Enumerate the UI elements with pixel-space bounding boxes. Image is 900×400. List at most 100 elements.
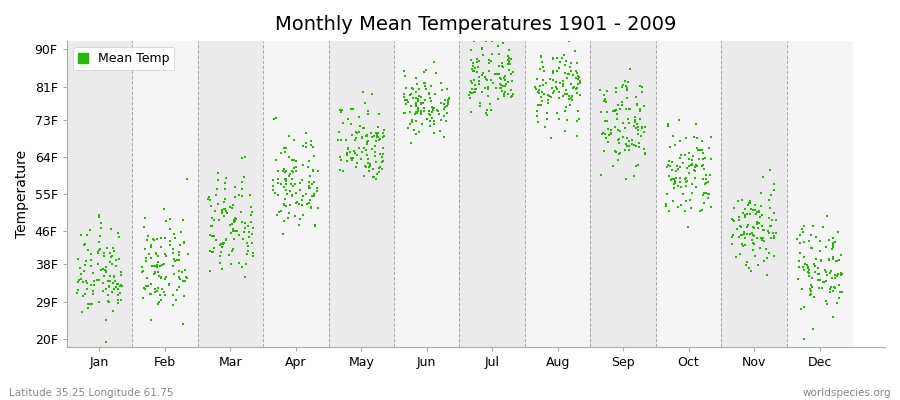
- Point: [288, 190, 302, 196]
- Point: [799, 261, 814, 268]
- Point: [277, 196, 292, 202]
- Point: [689, 135, 704, 141]
- Point: [598, 98, 612, 104]
- Point: [424, 98, 438, 104]
- Point: [364, 146, 379, 153]
- Point: [202, 248, 217, 254]
- Point: [829, 258, 843, 264]
- Point: [826, 235, 841, 242]
- Point: [732, 217, 746, 224]
- Point: [760, 272, 774, 278]
- Point: [103, 278, 117, 284]
- Point: [352, 129, 366, 136]
- Point: [701, 145, 716, 151]
- Point: [500, 61, 515, 67]
- Point: [755, 227, 770, 234]
- Point: [531, 118, 545, 125]
- Point: [155, 262, 169, 269]
- Point: [606, 108, 620, 114]
- Point: [350, 130, 365, 136]
- Point: [206, 245, 220, 252]
- Point: [84, 282, 98, 288]
- Point: [266, 187, 280, 193]
- Point: [664, 167, 679, 173]
- Point: [246, 225, 260, 232]
- Point: [541, 92, 555, 98]
- Point: [418, 97, 432, 104]
- Point: [310, 188, 324, 194]
- Point: [418, 86, 433, 92]
- Point: [301, 164, 315, 170]
- Point: [630, 102, 644, 108]
- Point: [242, 229, 256, 235]
- Point: [103, 272, 117, 279]
- Point: [817, 267, 832, 273]
- Point: [755, 223, 770, 230]
- Point: [244, 204, 258, 210]
- Point: [404, 118, 419, 125]
- Point: [536, 58, 550, 65]
- Point: [352, 129, 366, 136]
- Point: [826, 244, 841, 250]
- Point: [364, 161, 378, 167]
- Point: [480, 106, 494, 113]
- Point: [144, 291, 158, 298]
- Point: [153, 263, 167, 269]
- Point: [163, 242, 177, 248]
- Point: [629, 142, 643, 149]
- Point: [556, 92, 571, 99]
- Point: [302, 200, 316, 206]
- Point: [833, 289, 848, 295]
- Point: [470, 69, 484, 76]
- Point: [552, 116, 566, 123]
- Point: [218, 206, 232, 212]
- Point: [440, 99, 454, 106]
- Bar: [721, 41, 787, 347]
- Point: [409, 130, 423, 137]
- Point: [552, 89, 566, 96]
- Point: [283, 170, 297, 177]
- Point: [217, 206, 231, 212]
- Point: [238, 220, 252, 226]
- Point: [158, 276, 173, 282]
- Point: [404, 102, 419, 109]
- Point: [531, 88, 545, 95]
- Point: [835, 289, 850, 295]
- Point: [801, 269, 815, 275]
- Point: [211, 176, 225, 183]
- Point: [346, 155, 361, 161]
- Point: [307, 193, 321, 199]
- Point: [752, 209, 766, 215]
- Point: [343, 149, 357, 156]
- Point: [111, 296, 125, 303]
- Point: [743, 230, 758, 237]
- Point: [140, 237, 154, 243]
- Title: Monthly Mean Temperatures 1901 - 2009: Monthly Mean Temperatures 1901 - 2009: [275, 15, 677, 34]
- Point: [762, 230, 777, 236]
- Point: [806, 245, 820, 251]
- Point: [360, 140, 374, 147]
- Point: [104, 261, 119, 268]
- Point: [154, 234, 168, 241]
- Point: [418, 79, 432, 86]
- Point: [201, 196, 215, 203]
- Point: [494, 63, 508, 69]
- Point: [151, 301, 166, 308]
- Point: [481, 93, 495, 100]
- Bar: [590, 41, 656, 347]
- Point: [411, 108, 426, 114]
- Point: [285, 192, 300, 199]
- Point: [352, 114, 366, 120]
- Point: [219, 175, 233, 182]
- Point: [604, 129, 618, 136]
- Point: [470, 59, 484, 65]
- Point: [91, 249, 105, 256]
- Point: [468, 65, 482, 72]
- Point: [569, 75, 583, 81]
- Point: [155, 286, 169, 292]
- Point: [536, 64, 550, 70]
- Point: [828, 272, 842, 278]
- Point: [171, 268, 185, 274]
- Point: [506, 69, 520, 75]
- Point: [174, 229, 188, 235]
